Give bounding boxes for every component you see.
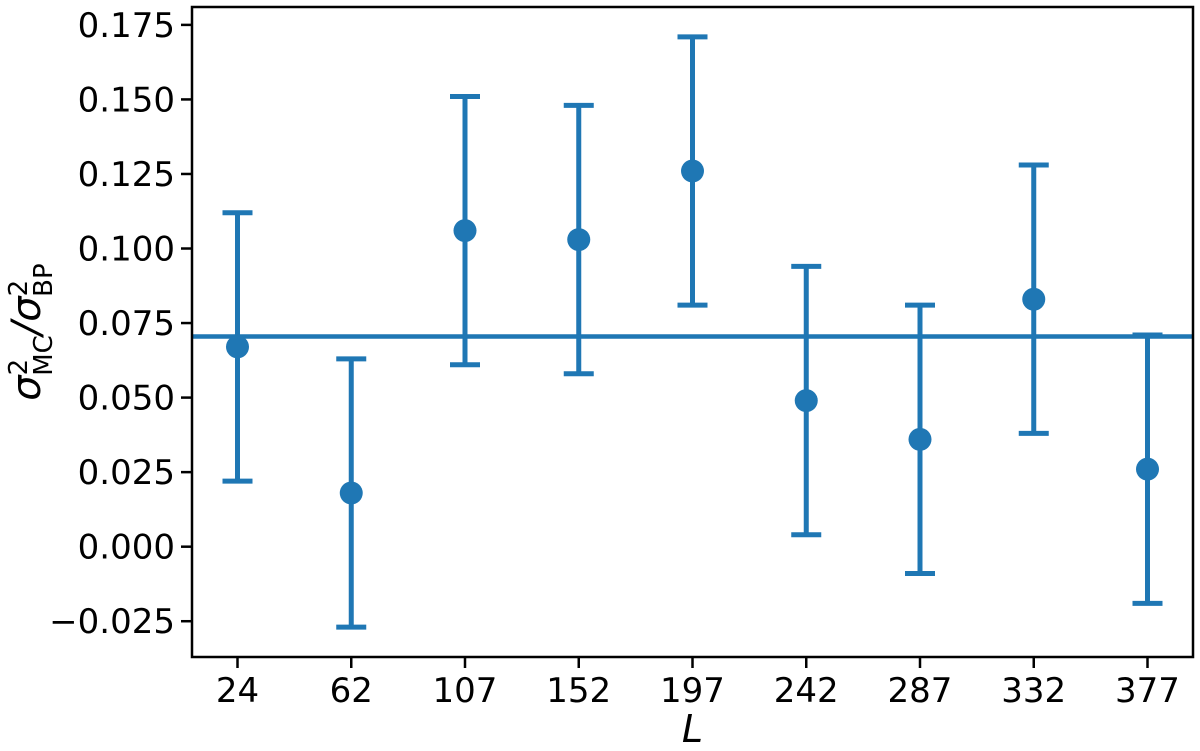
x-tick-label: 197: [660, 671, 725, 711]
y-axis-label: σ2MC/σ2BP: [4, 263, 59, 400]
x-tick-label: 287: [888, 671, 953, 711]
data-point-marker: [908, 427, 932, 451]
data-point-marker: [226, 335, 249, 359]
y-axis-label-part: σ: [4, 295, 50, 322]
x-tick-label: 62: [330, 671, 373, 711]
x-tick-label: 24: [216, 671, 259, 711]
x-tick-label: 332: [1001, 671, 1066, 711]
x-tick-label: 377: [1115, 671, 1180, 711]
y-tick-label: 0.175: [78, 6, 175, 46]
x-tick-label: 152: [546, 671, 611, 711]
y-axis-label-part: 2: [4, 280, 34, 297]
y-axis-label-part: σ: [4, 374, 50, 401]
data-point-marker: [1022, 287, 1046, 311]
y-tick-label: 0.075: [78, 304, 175, 344]
data-point-marker: [681, 159, 704, 183]
data-point-marker: [567, 228, 591, 252]
y-axis-label-part: 2: [4, 359, 34, 376]
x-axis-label: L: [682, 707, 703, 751]
data-point-marker: [339, 481, 363, 505]
y-tick-label: 0.125: [78, 155, 175, 195]
x-tick-label: 242: [774, 671, 839, 711]
y-tick-label: −0.025: [49, 602, 175, 642]
y-tick-label: 0.025: [78, 453, 175, 493]
data-point-marker: [453, 219, 477, 243]
y-axis-label-part: MC: [29, 335, 59, 376]
y-tick-label: 0.100: [78, 230, 175, 270]
y-axis-label-part: /: [4, 317, 50, 338]
y-axis-label-part: BP: [29, 263, 59, 297]
plot-frame: [190, 5, 1195, 659]
data-point-marker: [1136, 457, 1159, 481]
y-tick-label: 0.000: [78, 528, 175, 568]
x-tick-label: 107: [433, 671, 498, 711]
y-tick-label: 0.050: [78, 379, 175, 419]
y-tick-label: 0.150: [78, 80, 175, 120]
data-point-marker: [794, 389, 818, 413]
